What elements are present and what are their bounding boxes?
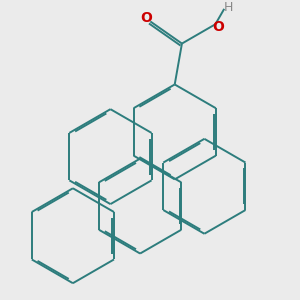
Text: O: O <box>140 11 152 26</box>
Text: H: H <box>224 1 233 14</box>
Text: O: O <box>212 20 224 34</box>
